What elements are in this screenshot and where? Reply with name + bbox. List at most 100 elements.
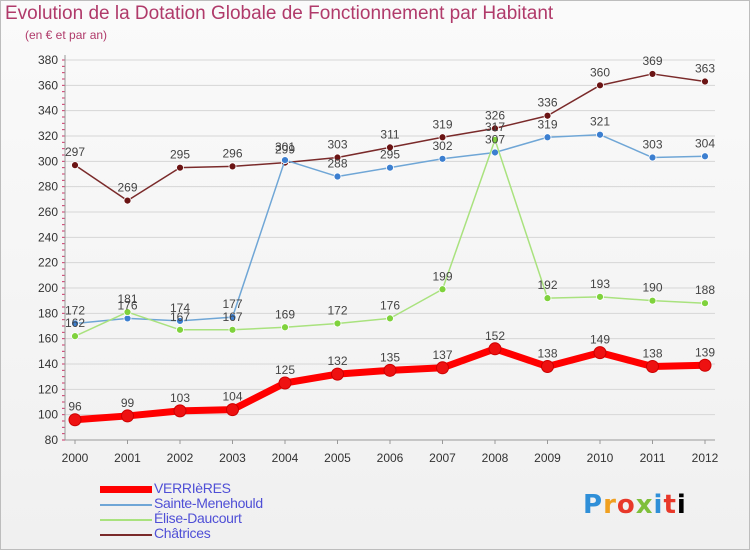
x-tick-label: 2012 bbox=[692, 451, 719, 465]
data-point bbox=[593, 346, 607, 360]
data-point bbox=[541, 360, 554, 374]
data-point bbox=[646, 360, 659, 374]
y-tick-label: 220 bbox=[38, 256, 58, 270]
legend-swatch bbox=[100, 486, 152, 493]
x-tick-label: 2000 bbox=[62, 451, 89, 465]
chart-title: Evolution de la Dotation Globale de Fonc… bbox=[5, 3, 554, 24]
data-point bbox=[228, 325, 237, 334]
data-label: 104 bbox=[222, 390, 242, 404]
y-tick-label: 120 bbox=[38, 382, 58, 396]
legend-swatch bbox=[100, 504, 152, 506]
legend-swatch bbox=[100, 519, 152, 521]
y-tick-label: 360 bbox=[38, 78, 58, 92]
data-label: 304 bbox=[695, 136, 715, 150]
series-line bbox=[74, 133, 706, 325]
data-point bbox=[543, 111, 552, 120]
data-label: 295 bbox=[170, 148, 190, 162]
data-point bbox=[701, 77, 709, 86]
x-tick-label: 2002 bbox=[167, 451, 194, 465]
data-point bbox=[596, 130, 604, 139]
data-label: 319 bbox=[432, 117, 452, 131]
data-label: 96 bbox=[68, 400, 82, 414]
data-label: 138 bbox=[537, 347, 557, 361]
data-point bbox=[386, 143, 394, 152]
data-point bbox=[648, 153, 657, 162]
legend-label: Châtrices bbox=[154, 525, 211, 541]
data-label: 297 bbox=[65, 145, 85, 159]
data-label: 311 bbox=[380, 127, 399, 141]
data-point bbox=[386, 163, 394, 172]
data-label: 167 bbox=[222, 310, 242, 324]
x-tick-label: 2006 bbox=[377, 451, 404, 465]
data-point bbox=[438, 154, 447, 163]
data-label: 303 bbox=[642, 138, 662, 152]
y-tick-label: 380 bbox=[38, 53, 58, 67]
data-point bbox=[333, 153, 342, 162]
data-label: 199 bbox=[432, 269, 452, 283]
y-tick-label: 340 bbox=[38, 104, 58, 118]
data-label: 176 bbox=[117, 298, 137, 312]
x-tick-label: 2005 bbox=[324, 451, 351, 465]
data-point bbox=[333, 319, 342, 328]
data-label: 360 bbox=[590, 65, 610, 79]
data-label: 193 bbox=[590, 277, 610, 291]
data-point bbox=[488, 342, 502, 356]
data-label: 152 bbox=[485, 329, 505, 343]
data-label: 172 bbox=[327, 303, 347, 317]
data-point bbox=[701, 299, 709, 308]
x-tick-label: 2001 bbox=[114, 451, 141, 465]
y-tick-label: 80 bbox=[45, 433, 59, 447]
data-label: 192 bbox=[537, 278, 557, 292]
data-label: 303 bbox=[327, 138, 347, 152]
data-label: 137 bbox=[432, 348, 452, 362]
legend-label: Sainte-Menehould bbox=[154, 495, 263, 511]
data-label: 326 bbox=[485, 108, 505, 122]
data-label: 176 bbox=[380, 298, 400, 312]
data-label: 321 bbox=[590, 115, 610, 129]
x-tick-label: 2003 bbox=[219, 451, 246, 465]
data-label: 317 bbox=[485, 120, 505, 134]
y-tick-label: 140 bbox=[38, 357, 58, 371]
x-tick-label: 2009 bbox=[534, 451, 561, 465]
data-point bbox=[123, 308, 132, 316]
proxiti-logo: Proxiti bbox=[583, 490, 687, 520]
data-label: 299 bbox=[275, 143, 295, 157]
data-label: 295 bbox=[380, 148, 400, 162]
data-point bbox=[123, 196, 132, 205]
data-label: 369 bbox=[642, 54, 662, 68]
x-tick-label: 2010 bbox=[587, 451, 614, 465]
legend-label: Élise-Daucourt bbox=[154, 510, 242, 526]
data-label: 149 bbox=[590, 333, 610, 347]
data-point bbox=[698, 358, 712, 372]
data-point bbox=[491, 124, 499, 133]
data-label: 174 bbox=[170, 301, 190, 315]
x-tick-label: 2004 bbox=[272, 451, 299, 465]
data-point bbox=[543, 294, 552, 303]
data-label: 167 bbox=[170, 310, 190, 324]
data-point bbox=[491, 148, 499, 157]
data-point bbox=[228, 162, 237, 171]
data-label: 288 bbox=[327, 157, 347, 171]
data-label: 169 bbox=[275, 307, 295, 321]
data-point bbox=[173, 404, 187, 418]
data-point bbox=[701, 152, 709, 161]
y-tick-label: 300 bbox=[38, 154, 58, 168]
data-point bbox=[228, 313, 237, 322]
data-label: 135 bbox=[380, 350, 400, 364]
y-tick-label: 280 bbox=[38, 180, 58, 194]
legend-swatch bbox=[100, 534, 152, 536]
data-point bbox=[438, 285, 447, 294]
data-point bbox=[596, 81, 604, 90]
data-label: 103 bbox=[170, 391, 190, 405]
data-label: 336 bbox=[537, 96, 557, 110]
data-point bbox=[491, 135, 499, 144]
data-point bbox=[438, 133, 447, 142]
data-point bbox=[68, 413, 82, 427]
data-label: 139 bbox=[695, 345, 715, 359]
data-point bbox=[226, 403, 239, 417]
data-label: 269 bbox=[117, 181, 137, 195]
data-point bbox=[331, 367, 344, 381]
data-point bbox=[596, 292, 604, 301]
